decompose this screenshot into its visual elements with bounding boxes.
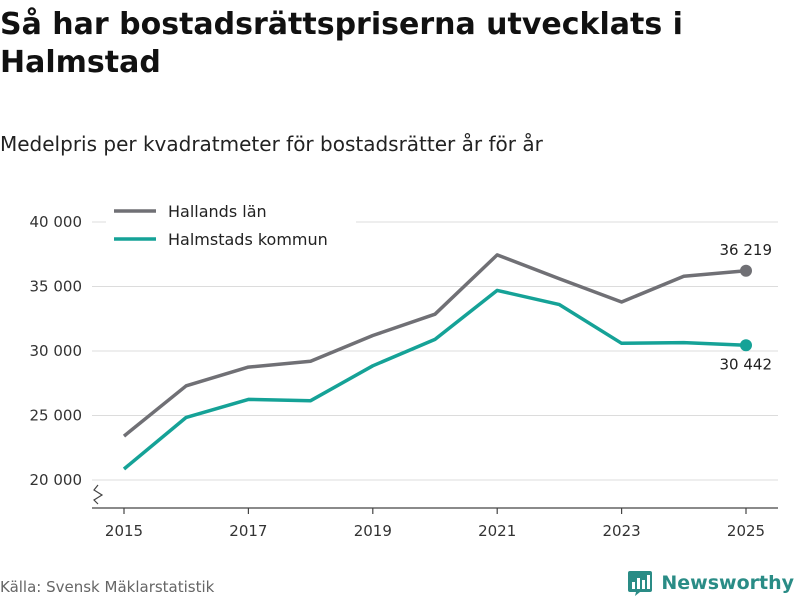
brand-name: Newsworthy xyxy=(661,572,794,594)
series-layer xyxy=(122,253,752,471)
y-tick-label: 20 000 xyxy=(30,471,83,489)
end-label-halmstad: 30 442 xyxy=(720,355,773,373)
x-tick-label: 2025 xyxy=(727,522,765,540)
y-tick-label: 25 000 xyxy=(30,407,83,425)
axis-break-icon xyxy=(93,484,104,505)
series-endpoint-hallands xyxy=(740,264,752,277)
x-tick-label: 2017 xyxy=(229,522,267,540)
line-chart: 20 000 25 000 30 000 35 000 40 000 2015 2017 20… xyxy=(29,196,778,540)
y-tick-label: 35 000 xyxy=(30,278,83,296)
grid-layer xyxy=(92,221,778,481)
legend-label-hallands: Hallands län xyxy=(168,202,267,221)
x-tick-label: 2019 xyxy=(354,522,392,540)
source-note: Källa: Svensk Mäklarstatistik xyxy=(0,578,215,596)
chart-subtitle: Medelpris per kvadratmeter för bostadsrä… xyxy=(0,132,543,156)
newsworthy-logo-icon xyxy=(628,571,653,596)
x-tick-label: 2015 xyxy=(105,522,143,540)
y-tick-label: 30 000 xyxy=(30,342,83,360)
legend-background xyxy=(106,196,356,258)
end-label-hallands: 36 219 xyxy=(720,241,773,259)
axis-layer: 20 000 25 000 30 000 35 000 40 000 2015 2017 20… xyxy=(30,213,778,540)
chart-title: Så har bostadsrättspriserna utvecklats i… xyxy=(0,7,683,80)
x-tick-label: 2023 xyxy=(603,522,641,540)
legend-label-halmstad: Halmstads kommun xyxy=(168,230,328,249)
series-line-hallands xyxy=(122,253,747,438)
x-tick-label: 2021 xyxy=(478,522,516,540)
brand-logo: Newsworthy xyxy=(627,568,794,598)
y-tick-label: 40 000 xyxy=(30,213,83,231)
series-line-halmstad xyxy=(122,288,747,471)
series-endpoint-halmstad xyxy=(740,339,752,352)
legend: Hallands län Halmstads kommun xyxy=(106,196,356,258)
end-labels: 36 219 30 442 xyxy=(720,241,773,374)
